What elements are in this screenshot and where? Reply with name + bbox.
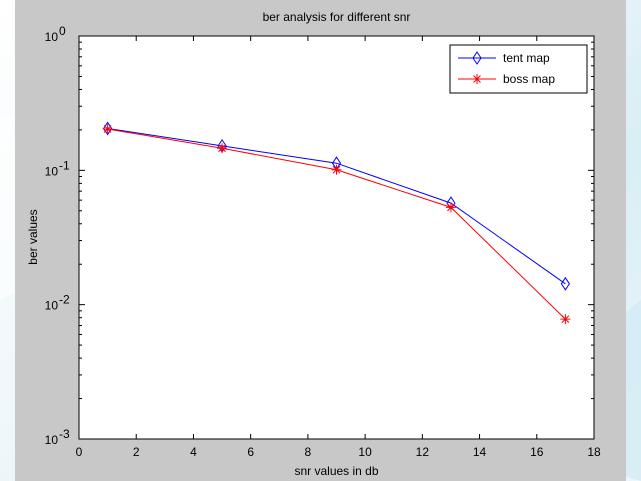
y-tick-label: 10 xyxy=(45,164,59,178)
y-tick-exponent: -3 xyxy=(59,427,70,441)
data-point-boss-map xyxy=(560,314,571,325)
x-tick-label: 10 xyxy=(358,445,372,459)
x-tick-label: 6 xyxy=(247,445,254,459)
x-tick-label: 18 xyxy=(587,445,601,459)
x-tick-label: 8 xyxy=(305,445,312,459)
chart-title: ber analysis for different snr xyxy=(263,10,411,24)
y-tick-exponent: -1 xyxy=(59,158,70,172)
legend-label-boss-map: boss map xyxy=(503,72,555,86)
x-tick-label: 12 xyxy=(416,445,430,459)
legend-marker-diamond xyxy=(472,51,482,65)
figure-window: ber analysis for different snr snr value… xyxy=(15,0,626,481)
y-tick-exponent: -2 xyxy=(59,293,70,307)
x-tick-label: 2 xyxy=(133,445,140,459)
y-axis-label: ber values xyxy=(26,209,40,264)
data-point-boss-map xyxy=(217,143,228,154)
data-point-boss-map xyxy=(445,202,456,213)
plot-area xyxy=(78,35,595,440)
x-axis-label: snr values in db xyxy=(294,464,378,478)
x-tick-label: 4 xyxy=(190,445,197,459)
x-tick-label: 16 xyxy=(530,445,544,459)
y-tick-label: 10 xyxy=(45,433,59,447)
y-tick-exponent: 0 xyxy=(59,24,66,38)
data-point-boss-map xyxy=(331,164,342,175)
y-tick-label: 10 xyxy=(45,30,59,44)
chart: ber analysis for different snr snr value… xyxy=(26,10,601,478)
x-axis: 0 2 4 6 8 10 12 14 16 18 xyxy=(76,36,601,459)
legend-label-tent-map: tent map xyxy=(503,51,550,65)
y-tick-label: 10 xyxy=(45,299,59,313)
legend-marker-asterisk xyxy=(472,74,482,84)
legend: tent map boss map xyxy=(449,44,588,94)
data-point-boss-map xyxy=(102,124,113,135)
x-tick-label: 0 xyxy=(76,445,83,459)
x-tick-label: 14 xyxy=(473,445,487,459)
data-point-tent-map xyxy=(560,276,570,291)
legend-box xyxy=(449,44,588,94)
series-line-tent-map xyxy=(107,127,566,285)
series-layer xyxy=(102,121,571,325)
